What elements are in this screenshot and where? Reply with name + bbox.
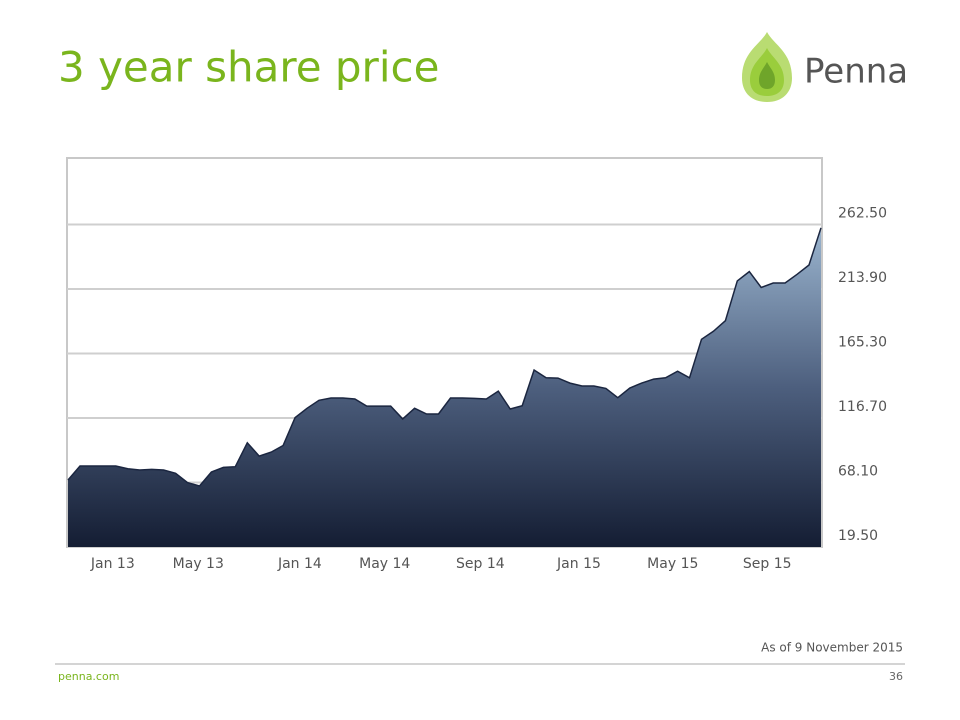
y-tick-label: 262.50: [838, 206, 887, 222]
x-tick-label: Jan 13: [90, 556, 135, 572]
area: [68, 227, 821, 548]
slide-title: 3 year share price: [58, 43, 439, 92]
y-tick-label: 213.90: [838, 270, 887, 286]
x-tick-label: Jan 14: [277, 556, 322, 572]
x-tick-label: Sep 14: [456, 556, 505, 572]
x-tick-label: May 13: [173, 556, 224, 572]
y-tick-label: 165.30: [838, 335, 887, 351]
x-tick-label: May 15: [647, 556, 698, 572]
x-tick-label: May 14: [359, 556, 410, 572]
y-tick-label: 19.50: [838, 528, 878, 544]
x-tick-label: Sep 15: [743, 556, 792, 572]
x-tick-label: Jan 15: [556, 556, 601, 572]
y-tick-label: 116.70: [838, 399, 887, 415]
logo-text: Penna: [804, 52, 908, 92]
footer-site: penna.com: [58, 670, 119, 683]
note: As of 9 November 2015: [761, 641, 903, 655]
line: [67, 227, 822, 487]
y-tick-label: 68.10: [838, 464, 878, 480]
logo: Penna: [742, 32, 908, 102]
page-number: 36: [889, 670, 903, 683]
